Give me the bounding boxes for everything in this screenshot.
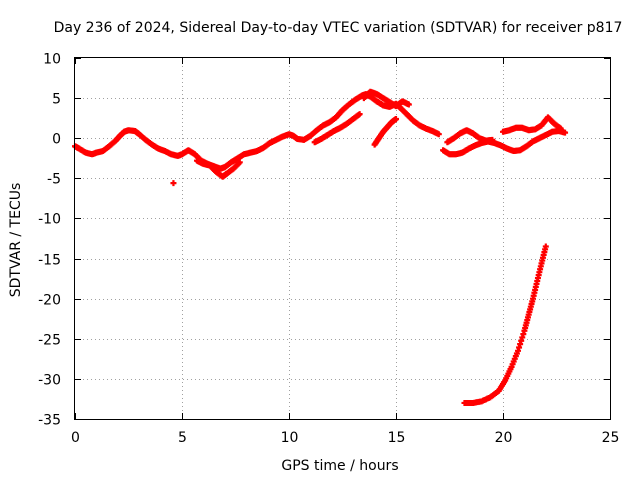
series-offset-arc <box>193 157 243 180</box>
x-axis-label: GPS time / hours <box>281 458 398 474</box>
y-axis-label: SDTVAR / TECUs <box>8 183 24 298</box>
tick-labels: 0 5 10 15 20 25 10 5 0 -5 -10 -15 -20 -25 -30 -35 <box>38 52 619 447</box>
x-tick-label: 10 <box>281 430 299 446</box>
x-tick-label: 15 <box>388 430 406 446</box>
x-tick-label: 0 <box>71 430 80 446</box>
data-point <box>405 101 412 108</box>
x-tick-label: 20 <box>495 430 513 446</box>
data-point <box>542 243 549 250</box>
series-sub-arc-3 <box>371 115 399 148</box>
data-point <box>562 129 569 136</box>
y-tick-label: -5 <box>47 172 61 188</box>
series-outlier <box>170 180 177 187</box>
series-main-arc <box>72 91 442 172</box>
y-tick-label: 10 <box>43 52 61 68</box>
data-point <box>356 111 363 118</box>
data-point <box>489 136 496 143</box>
series-late-arc-3 <box>500 114 564 135</box>
series-sub-arc-2 <box>360 88 412 110</box>
ticks <box>75 58 611 420</box>
series-late-arc-2 <box>444 127 496 146</box>
data-points <box>72 88 569 406</box>
data-point <box>170 180 177 187</box>
y-tick-label: -30 <box>38 373 61 389</box>
x-tick-label: 25 <box>602 430 620 446</box>
data-point <box>435 131 442 138</box>
y-tick-label: -25 <box>38 333 61 349</box>
data-point <box>557 125 564 132</box>
chart-title: Day 236 of 2024, Sidereal Day-to-day VTE… <box>54 20 623 36</box>
data-point <box>393 115 399 122</box>
x-tick-label: 5 <box>178 430 187 446</box>
y-tick-label: -15 <box>38 253 61 269</box>
y-tick-label: -10 <box>38 212 61 228</box>
data-point <box>236 159 243 166</box>
series-plunge-arc <box>461 243 549 406</box>
y-tick-label: 5 <box>52 92 61 108</box>
y-tick-label: 0 <box>52 132 61 148</box>
y-tick-label: -20 <box>38 293 61 309</box>
y-tick-label: -35 <box>38 413 61 429</box>
series-sub-arc-1 <box>311 111 363 146</box>
plot-frame <box>74 57 611 420</box>
